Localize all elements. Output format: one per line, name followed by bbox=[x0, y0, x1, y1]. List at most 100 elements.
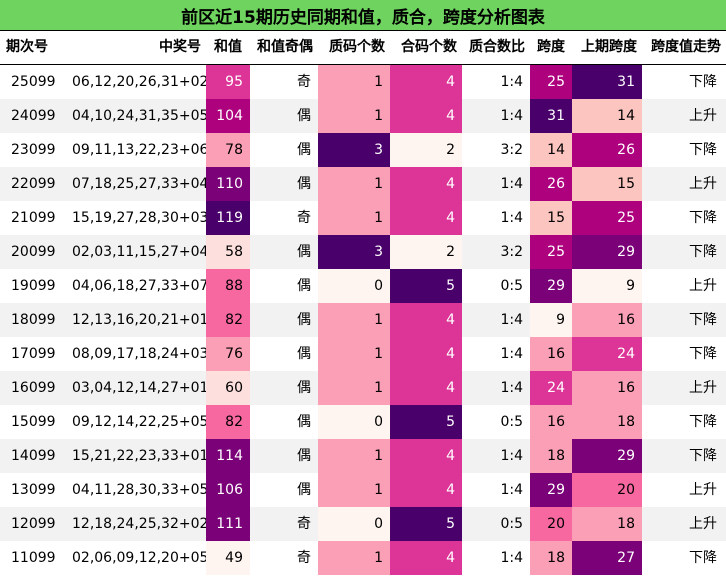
cell-prev-span: 29 bbox=[572, 235, 642, 269]
cell-trend: 下降 bbox=[689, 210, 717, 226]
cell-ratio: 1:4 bbox=[500, 176, 523, 192]
cell-prev-span: 16 bbox=[572, 303, 642, 337]
table-row: 20099 02,03,11,15,27+04,12 58 偶 3 2 3:2 25 29 下降 bbox=[0, 235, 726, 269]
cell-numbers: 07,18,25,27,33+04,05 bbox=[72, 176, 231, 192]
cell-ratio: 1:4 bbox=[500, 482, 523, 498]
table-row: 25099 06,12,20,26,31+02,04 95 奇 1 4 1:4 25 31 下降 bbox=[0, 65, 726, 99]
cell-composite: 4 bbox=[390, 473, 462, 507]
cell-issue: 21099 bbox=[11, 210, 56, 226]
cell-ratio: 1:4 bbox=[500, 74, 523, 90]
cell-prime: 0 bbox=[318, 269, 390, 303]
cell-numbers: 02,06,09,12,20+05,08 bbox=[72, 550, 231, 566]
cell-span: 15 bbox=[530, 201, 572, 235]
cell-numbers: 04,06,18,27,33+07,09 bbox=[72, 278, 231, 294]
cell-sum: 82 bbox=[206, 303, 250, 337]
table-row: 16099 03,04,12,14,27+01,05 60 偶 1 4 1:4 24 16 上升 bbox=[0, 371, 726, 405]
cell-composite: 2 bbox=[390, 133, 462, 167]
cell-ratio: 1:4 bbox=[500, 108, 523, 124]
cell-composite: 5 bbox=[390, 507, 462, 541]
cell-sum: 119 bbox=[206, 201, 250, 235]
cell-prime: 1 bbox=[318, 167, 390, 201]
cell-issue: 17099 bbox=[11, 346, 56, 362]
column-header-composite: 合码个数 bbox=[401, 39, 457, 55]
table-row: 17099 08,09,17,18,24+03,07 76 偶 1 4 1:4 16 24 下降 bbox=[0, 337, 726, 371]
cell-parity: 奇 bbox=[297, 516, 311, 532]
cell-sum: 104 bbox=[206, 99, 250, 133]
cell-issue: 22099 bbox=[11, 176, 56, 192]
cell-sum: 114 bbox=[206, 439, 250, 473]
cell-composite: 4 bbox=[390, 99, 462, 133]
table-row: 23099 09,11,13,22,23+06,07 78 偶 3 2 3:2 14 26 下降 bbox=[0, 133, 726, 167]
cell-composite: 4 bbox=[390, 541, 462, 575]
cell-numbers: 02,03,11,15,27+04,12 bbox=[72, 244, 231, 260]
cell-prime: 1 bbox=[318, 541, 390, 575]
cell-prime: 1 bbox=[318, 337, 390, 371]
cell-ratio: 1:4 bbox=[500, 346, 523, 362]
column-header-parity: 和值奇偶 bbox=[257, 39, 313, 55]
cell-issue: 15099 bbox=[11, 414, 56, 430]
cell-prev-span: 26 bbox=[572, 133, 642, 167]
table-row: 11099 02,06,09,12,20+05,08 49 奇 1 4 1:4 18 27 下降 bbox=[0, 541, 726, 575]
cell-trend: 下降 bbox=[689, 414, 717, 430]
cell-prime: 1 bbox=[318, 371, 390, 405]
cell-issue: 24099 bbox=[11, 108, 56, 124]
cell-numbers: 12,13,16,20,21+01,07 bbox=[72, 312, 231, 328]
cell-ratio: 0:5 bbox=[500, 516, 523, 532]
cell-prime: 3 bbox=[318, 235, 390, 269]
table-row: 14099 15,21,22,23,33+01,07 114 偶 1 4 1:4 18 29 下降 bbox=[0, 439, 726, 473]
cell-span: 29 bbox=[530, 269, 572, 303]
cell-numbers: 03,04,12,14,27+01,05 bbox=[72, 380, 231, 396]
cell-span: 31 bbox=[530, 99, 572, 133]
column-header-ratio: 质合数比 bbox=[469, 39, 525, 55]
table-row: 12099 12,18,24,25,32+02,12 111 奇 0 5 0:5 20 18 上升 bbox=[0, 507, 726, 541]
cell-trend: 上升 bbox=[689, 516, 717, 532]
cell-prev-span: 27 bbox=[572, 541, 642, 575]
cell-numbers: 08,09,17,18,24+03,07 bbox=[72, 346, 231, 362]
cell-prev-span: 31 bbox=[572, 65, 642, 99]
table-header-row: 期次号 中奖号 和值 和值奇偶 质码个数 合码个数 质合数比 跨度 上期跨度 跨度值走势 bbox=[0, 31, 726, 65]
table-row: 18099 12,13,16,20,21+01,07 82 偶 1 4 1:4 9 16 下降 bbox=[0, 303, 726, 337]
table-row: 24099 04,10,24,31,35+05,08 104 偶 1 4 1:4 31 14 上升 bbox=[0, 99, 726, 133]
table-row: 22099 07,18,25,27,33+04,05 110 偶 1 4 1:4 26 15 上升 bbox=[0, 167, 726, 201]
cell-span: 24 bbox=[530, 371, 572, 405]
cell-prev-span: 18 bbox=[572, 507, 642, 541]
cell-prime: 1 bbox=[318, 303, 390, 337]
cell-prev-span: 29 bbox=[572, 439, 642, 473]
cell-issue: 18099 bbox=[11, 312, 56, 328]
cell-sum: 82 bbox=[206, 405, 250, 439]
cell-composite: 4 bbox=[390, 439, 462, 473]
column-header-span: 跨度 bbox=[537, 39, 565, 55]
cell-prev-span: 15 bbox=[572, 167, 642, 201]
cell-composite: 4 bbox=[390, 303, 462, 337]
column-header-numbers: 中奖号 bbox=[159, 39, 201, 55]
cell-trend: 上升 bbox=[689, 380, 717, 396]
cell-composite: 2 bbox=[390, 235, 462, 269]
cell-prev-span: 9 bbox=[572, 269, 642, 303]
cell-numbers: 04,10,24,31,35+05,08 bbox=[72, 108, 231, 124]
cell-issue: 19099 bbox=[11, 278, 56, 294]
cell-ratio: 1:4 bbox=[500, 448, 523, 464]
cell-span: 16 bbox=[530, 405, 572, 439]
cell-prime: 1 bbox=[318, 201, 390, 235]
cell-ratio: 3:2 bbox=[500, 142, 523, 158]
cell-trend: 上升 bbox=[689, 278, 717, 294]
cell-trend: 上升 bbox=[689, 176, 717, 192]
cell-prev-span: 24 bbox=[572, 337, 642, 371]
cell-ratio: 1:4 bbox=[500, 380, 523, 396]
cell-numbers: 15,21,22,23,33+01,07 bbox=[72, 448, 231, 464]
cell-parity: 偶 bbox=[297, 108, 311, 124]
cell-prime: 1 bbox=[318, 439, 390, 473]
chart-title-bar: 前区近15期历史同期和值，质合，跨度分析图表 bbox=[0, 0, 726, 31]
cell-parity: 奇 bbox=[297, 74, 311, 90]
column-header-prime: 质码个数 bbox=[329, 39, 385, 55]
cell-prev-span: 14 bbox=[572, 99, 642, 133]
table-row: 19099 04,06,18,27,33+07,09 88 偶 0 5 0:5 29 9 上升 bbox=[0, 269, 726, 303]
cell-ratio: 1:4 bbox=[500, 210, 523, 226]
cell-composite: 4 bbox=[390, 337, 462, 371]
cell-issue: 16099 bbox=[11, 380, 56, 396]
cell-span: 25 bbox=[530, 235, 572, 269]
cell-trend: 下降 bbox=[689, 142, 717, 158]
cell-span: 18 bbox=[530, 541, 572, 575]
cell-issue: 13099 bbox=[11, 482, 56, 498]
